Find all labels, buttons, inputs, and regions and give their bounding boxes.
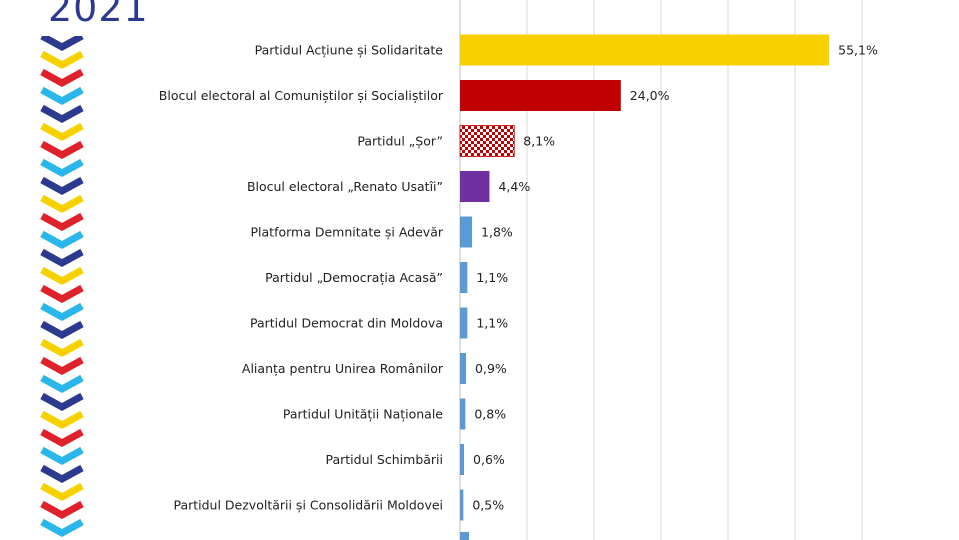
chevron-stripe [40,446,84,465]
chevron-stripe [40,68,84,87]
bar [460,444,465,475]
value-label: 24,0% [630,88,670,103]
chevron-stripe [40,194,84,213]
chevron-stripe [40,392,84,411]
chevron-stripe [40,86,84,105]
category-label: Alianța pentru Unirea Românilor [242,361,444,376]
chevron-stripe [40,230,84,249]
chevron-stripe [40,176,84,195]
chevron-stripe [40,410,84,429]
bar [459,125,515,157]
category-label: Platforma Demnitate și Adevăr [251,225,444,240]
value-label: 0,5% [472,498,504,513]
value-label: 55,1% [838,43,878,58]
chevron-stripe [40,374,84,393]
chevron-stripe [40,104,84,123]
chevron-stripe [40,122,84,141]
chevron-stripe [40,212,84,231]
chevron-stripe [40,464,84,483]
bar [460,353,467,384]
chevron-stripe [40,338,84,357]
chevron-stripe [40,158,84,177]
bar [460,307,468,339]
category-label: Blocul electoral al Comuniștilor și Soci… [159,88,444,103]
chevron-stripe [40,50,84,69]
category-label: Partidul Acțiune și Solidaritate [255,43,444,58]
chevron-stripe [40,284,84,303]
bar [460,34,830,66]
value-label: 0,9% [475,361,507,376]
bar [460,171,490,202]
chevron-stripe [40,320,84,339]
bar [460,216,473,248]
bar [460,398,466,430]
chevron-stripe [40,36,84,51]
chevron-stripe [40,356,84,375]
category-label: Blocul electoral „Renato Usatîi” [247,179,443,194]
year-title: 2021 [48,0,149,30]
value-label: 4,4% [498,179,530,194]
bar [460,80,621,111]
category-label: Partidul Dezvoltării și Consolidării Mol… [173,498,443,513]
value-label: 1,1% [476,316,508,331]
value-label: 0,6% [473,452,505,467]
bar [460,489,464,521]
category-label: Partidul Democrat din Moldova [250,316,443,331]
chevron-stripe [40,248,84,267]
chevron-stripe-decoration [40,36,84,537]
bar [460,262,468,293]
bar-cropped [460,532,469,540]
chevron-stripe [40,428,84,447]
category-label: Partidul „Democrația Acasă” [265,270,443,285]
chevron-stripe [40,482,84,501]
chevron-stripe [40,518,84,537]
value-label: 0,8% [474,407,506,422]
chevron-stripe [40,302,84,321]
category-label: Partidul „Șor” [357,134,443,149]
chevron-stripe [40,500,84,519]
category-label: Partidul Schimbării [325,452,443,467]
value-label: 1,1% [476,270,508,285]
value-label: 8,1% [523,134,555,149]
chevron-stripe [40,140,84,159]
chevron-stripe [40,266,84,285]
category-label: Partidul Unității Naționale [283,407,443,422]
value-label: 1,8% [481,225,513,240]
